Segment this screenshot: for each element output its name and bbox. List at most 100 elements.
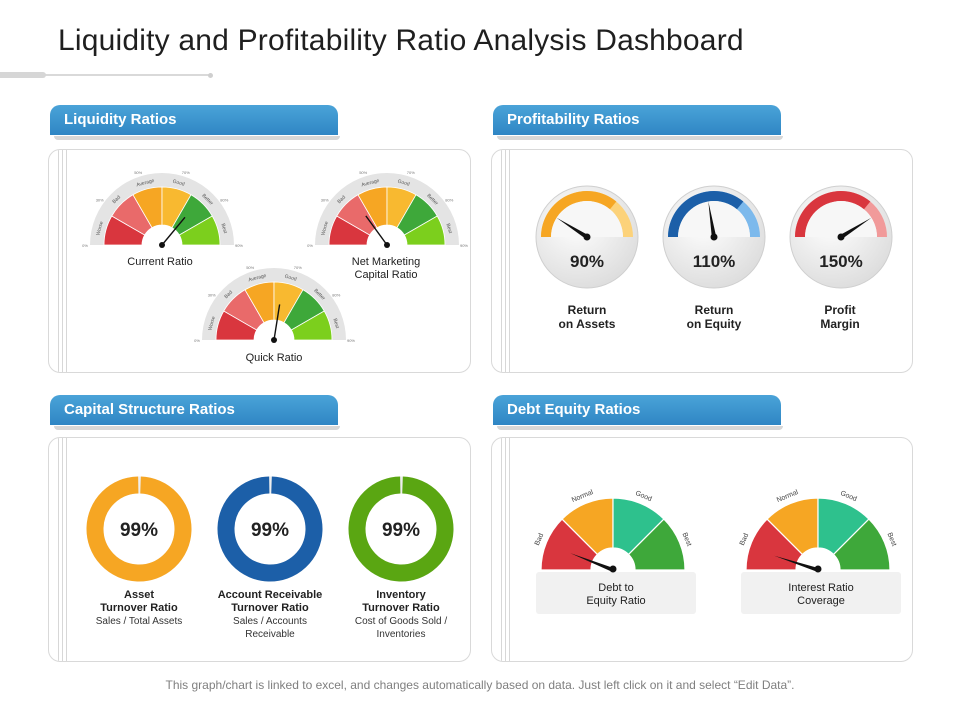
profitability-ratios-tab: Profitability Ratios <box>493 105 783 140</box>
debt-gauge-needle-hub <box>609 565 617 573</box>
gauge-band-label: Average <box>136 178 156 189</box>
dial-needle-hub <box>583 233 591 241</box>
roe-label-line2: on Equity <box>686 317 742 331</box>
return-on-assets-label: Return on Assets <box>537 303 637 331</box>
debt-gauge-hub-bg <box>796 548 840 570</box>
inventory-turnover-donut: 99% <box>348 476 454 582</box>
return-on-assets-gauge: 90% <box>535 185 639 289</box>
gauge-band-label: Good <box>397 179 411 188</box>
irc-label-line2: Coverage <box>797 595 845 607</box>
footer-note: This graph/chart is linked to excel, and… <box>165 678 795 692</box>
gauge-band-label: Good <box>284 274 298 283</box>
gauge-tick-label: 50% <box>246 265 254 270</box>
ar-turnover-title1: Account Receivable <box>217 589 323 601</box>
return-on-equity-label: Return on Equity <box>664 303 764 331</box>
irc-label-line1: Interest Ratio <box>788 582 854 594</box>
gauge-band-label: Worse <box>207 316 217 332</box>
gauge-band-label: Bad <box>336 194 347 205</box>
dial-needle <box>556 217 589 239</box>
dial-inner <box>805 201 877 237</box>
interest-coverage-label-box <box>741 572 901 614</box>
gauge-band-label: Bad <box>111 194 122 205</box>
inventory-turnover-label: Inventory Turnover Ratio Cost of Goods S… <box>331 589 471 641</box>
inventory-turnover-formula2: Inventories <box>376 629 426 640</box>
debt-equity-ratios-tab: Debt Equity Ratios <box>493 395 783 430</box>
gauge-band-label: Best <box>445 223 454 235</box>
roe-label-line1: Return <box>694 303 734 317</box>
net-marketing-label-line1: Net Marketing <box>351 256 421 268</box>
gauge-needle-hub <box>384 242 390 248</box>
debt-gauge-band-label: Bad <box>534 532 545 546</box>
gauge-tick-label: 70% <box>407 170 415 175</box>
gauge-tick-label: 30% <box>321 198 329 203</box>
gauge-tick-label: 50% <box>359 170 367 175</box>
gauge-tick-label: 90% <box>460 243 468 248</box>
dial-value: 110% <box>693 252 736 271</box>
gauge-tick-label: 80% <box>220 198 228 203</box>
gauge-needle-hub <box>159 242 165 248</box>
debt-gauge-band-label: Best <box>681 532 693 548</box>
debt-gauge-band-label: Bad <box>739 532 750 546</box>
quick-ratio-label: Quick Ratio <box>245 352 303 364</box>
asset-turnover-title1: Asset <box>124 589 154 601</box>
page-title: Liquidity and Profitability Ratio Analys… <box>58 24 744 57</box>
dte-label-line2: Equity Ratio <box>586 595 646 607</box>
dial-needle <box>708 201 717 238</box>
gauge-tick-label: 90% <box>347 338 355 343</box>
return-on-equity-gauge: 110% <box>662 185 766 289</box>
interest-ratio-coverage-label: Interest Ratio Coverage <box>761 582 881 608</box>
profit-margin-label: Profit Margin <box>790 303 890 331</box>
dte-label-line1: Debt to <box>598 582 634 594</box>
account-receivable-turnover-label: Account Receivable Turnover Ratio Sales … <box>200 589 340 641</box>
debt-to-equity-label-box <box>536 572 696 614</box>
gauge-tick-label: 0% <box>82 243 88 248</box>
gauge-hub-bg <box>142 225 182 245</box>
donut-hole <box>104 494 174 564</box>
pm-label-line1: Profit <box>824 303 856 317</box>
debt-gauge-needle <box>570 553 614 572</box>
gauge-rim <box>315 173 459 245</box>
liquidity-ratios-tab: Liquidity Ratios <box>50 105 340 140</box>
dial-inner <box>678 201 750 237</box>
gauge-rim <box>90 173 234 245</box>
gauge-band-label: Average <box>361 178 381 189</box>
dial-fill <box>668 191 744 237</box>
gauge-band-label: Worse <box>95 221 105 237</box>
gauge-tick-label: 90% <box>235 243 243 248</box>
donut-value: 99% <box>382 520 420 541</box>
gauge-needle-hub <box>271 337 277 343</box>
gauge-tick-label: 30% <box>96 198 104 203</box>
gauge-needle <box>273 304 281 341</box>
ar-turnover-formula1: Sales / Accounts <box>233 616 307 627</box>
gauge-tick-label: 0% <box>307 243 313 248</box>
current-ratio-label: Current Ratio <box>127 256 193 268</box>
asset-turnover-title2: Turnover Ratio <box>100 602 178 614</box>
roa-label-line1: Return <box>567 303 607 317</box>
pm-label-line2: Margin <box>820 317 860 331</box>
dial-fill <box>795 191 871 237</box>
title-underline-dot <box>208 73 213 78</box>
ar-turnover-formula2: Receivable <box>245 629 295 640</box>
donut-fill <box>86 476 192 582</box>
gauge-tick-label: 50% <box>134 170 142 175</box>
gauge-band-label: Average <box>248 273 268 284</box>
debt-gauge-band-label: Good <box>839 490 858 503</box>
gauge-tick-label: 80% <box>445 198 453 203</box>
gauge-tick-label: 80% <box>332 293 340 298</box>
dial-needle-hub <box>710 233 718 241</box>
donut-fill <box>217 476 323 582</box>
inventory-turnover-title1: Inventory <box>376 589 426 601</box>
gauge-band-label: Worse <box>320 221 330 237</box>
dial-value: 90% <box>570 252 604 271</box>
inventory-turnover-formula1: Cost of Goods Sold / <box>354 616 448 627</box>
asset-turnover-formula1: Sales / Total Assets <box>95 616 183 627</box>
donut-hole <box>235 494 305 564</box>
gauge-band-label: Good <box>172 179 186 188</box>
net-marketing-capital-ratio-label: Net Marketing Capital Ratio <box>326 256 446 282</box>
debt-to-equity-label: Debt to Equity Ratio <box>556 582 676 608</box>
